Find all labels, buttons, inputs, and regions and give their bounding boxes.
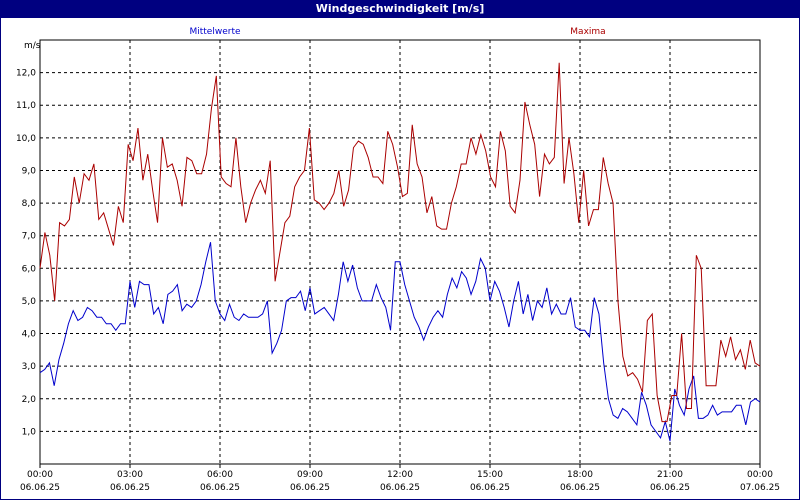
grid-lines — [40, 40, 760, 464]
x-tick-time: 09:00 — [297, 470, 323, 480]
x-tick-date: 06.06.25 — [560, 483, 600, 493]
tick-labels: 1,0 2,0 3,0 4,0 5,0 6,0 7,0 8,0 9,0 10,0 11,0 12,0 0… — [16, 69, 780, 493]
legend-max: Maxima — [570, 27, 605, 37]
chart-title: Windgeschwindigkeit [m/s] — [315, 2, 485, 15]
series-line-max — [39, 62, 761, 423]
x-tick-time: 18:00 — [567, 470, 593, 480]
x-tick-date: 06.06.25 — [110, 483, 150, 493]
y-tick-label: 8,0 — [22, 199, 37, 209]
x-tick-time: 06:00 — [207, 470, 233, 480]
y-tick-label: 11,0 — [16, 101, 36, 111]
legend-mean: Mittelwerte — [189, 27, 240, 37]
x-tick-date: 06.06.25 — [290, 483, 330, 493]
y-tick-label: 10,0 — [16, 134, 36, 144]
x-tick-time: 15:00 — [477, 470, 503, 480]
x-tick-date: 06.06.25 — [200, 483, 240, 493]
y-axis-unit-label: m/s — [24, 41, 41, 51]
chart-title-bar: Windgeschwindigkeit [m/s] — [0, 0, 800, 18]
x-tick-date: 07.06.25 — [740, 483, 780, 493]
y-tick-label: 9,0 — [22, 166, 37, 176]
y-tick-label: 4,0 — [22, 330, 37, 340]
x-tick-date: 06.06.25 — [380, 483, 420, 493]
x-tick-date: 06.06.25 — [470, 483, 510, 493]
x-tick-time: 03:00 — [117, 470, 143, 480]
axes — [39, 39, 761, 468]
x-tick-time: 00:00 — [747, 470, 773, 480]
y-tick-label: 7,0 — [22, 232, 37, 242]
x-tick-time: 12:00 — [387, 470, 413, 480]
y-tick-label: 6,0 — [22, 264, 37, 274]
y-tick-label: 1,0 — [22, 427, 37, 437]
x-tick-time: 21:00 — [657, 470, 683, 480]
y-tick-label: 2,0 — [22, 395, 37, 405]
y-tick-label: 12,0 — [16, 69, 36, 79]
y-tick-label: 5,0 — [22, 297, 37, 307]
x-tick-date: 06.06.25 — [650, 483, 690, 493]
y-tick-label: 3,0 — [22, 362, 37, 372]
plot-area-border — [39, 39, 761, 465]
series-lines — [39, 62, 761, 442]
series-line-mean — [39, 242, 761, 442]
x-tick-date: 06.06.25 — [20, 483, 60, 493]
x-tick-time: 00:00 — [27, 470, 53, 480]
